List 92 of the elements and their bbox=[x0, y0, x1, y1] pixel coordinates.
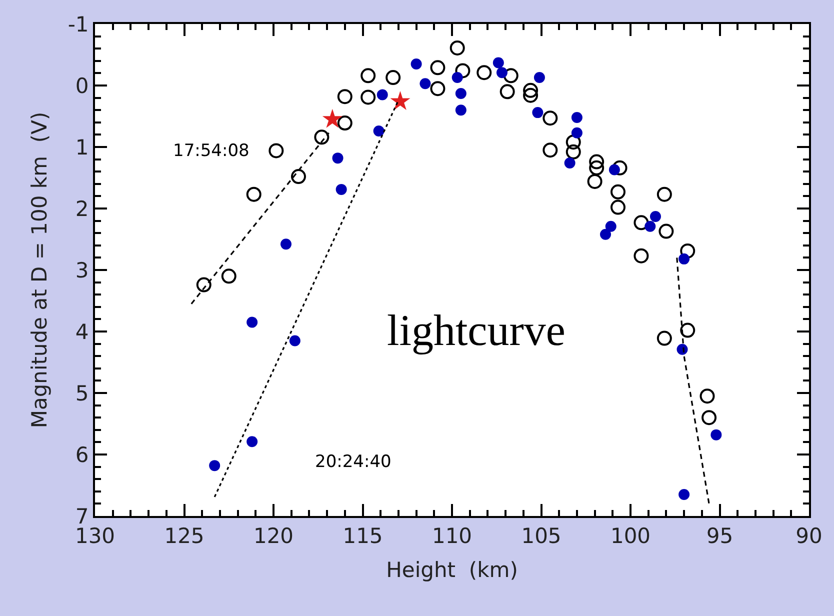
point bbox=[492, 57, 504, 68]
y-tick-label: 5 bbox=[75, 381, 89, 406]
point bbox=[196, 277, 212, 292]
point bbox=[678, 488, 690, 500]
point bbox=[503, 68, 518, 84]
annotation: lightcurve bbox=[387, 306, 566, 355]
x-tick-label: 90 bbox=[796, 524, 822, 548]
point bbox=[542, 110, 558, 126]
point bbox=[290, 169, 306, 184]
y-axis-title: Magnitude at D = 100 km (V) bbox=[27, 112, 52, 428]
point bbox=[221, 268, 236, 284]
point bbox=[455, 63, 470, 78]
point bbox=[644, 220, 656, 232]
x-tick-label: 95 bbox=[706, 524, 734, 548]
y-tick-label: 0 bbox=[75, 74, 89, 98]
point bbox=[605, 220, 616, 232]
point bbox=[610, 184, 626, 200]
point bbox=[710, 429, 722, 440]
point bbox=[680, 243, 696, 258]
point bbox=[587, 174, 602, 189]
point bbox=[360, 90, 376, 105]
point bbox=[650, 211, 661, 222]
point bbox=[634, 248, 649, 264]
point bbox=[676, 344, 688, 355]
point bbox=[534, 72, 545, 84]
point bbox=[430, 81, 446, 96]
point bbox=[360, 68, 376, 84]
point bbox=[450, 40, 465, 56]
point bbox=[268, 143, 284, 158]
point bbox=[246, 316, 258, 328]
point bbox=[314, 130, 330, 145]
point bbox=[337, 116, 352, 131]
x-tick-label: 125 bbox=[164, 524, 204, 548]
point bbox=[610, 200, 626, 215]
point bbox=[410, 58, 422, 70]
point bbox=[656, 186, 672, 202]
point bbox=[246, 436, 258, 448]
x-tick-label: 115 bbox=[342, 524, 383, 548]
annotation: 20:24:40 bbox=[315, 452, 392, 472]
point bbox=[496, 67, 508, 78]
y-tick-label: 3 bbox=[75, 258, 89, 282]
point bbox=[634, 215, 649, 230]
point bbox=[455, 88, 466, 99]
point bbox=[322, 108, 342, 128]
point bbox=[700, 388, 715, 404]
point bbox=[452, 72, 463, 84]
x-tick-label: 110 bbox=[432, 524, 472, 548]
point bbox=[336, 184, 347, 195]
point bbox=[376, 89, 388, 100]
point bbox=[542, 142, 558, 158]
point bbox=[246, 186, 262, 202]
point bbox=[612, 160, 628, 176]
annotation: 17:54:08 bbox=[173, 141, 250, 161]
point bbox=[209, 460, 220, 472]
point bbox=[571, 127, 582, 138]
y-tick-label: -1 bbox=[68, 12, 89, 36]
point bbox=[702, 410, 717, 426]
point bbox=[589, 160, 604, 176]
point bbox=[523, 88, 538, 103]
x-axis-title: Height (km) bbox=[386, 558, 518, 582]
point bbox=[564, 157, 576, 168]
y-tick-label: 2 bbox=[75, 196, 89, 221]
point bbox=[289, 335, 300, 346]
point bbox=[566, 134, 581, 150]
point bbox=[678, 253, 690, 264]
point bbox=[571, 112, 582, 123]
point bbox=[523, 82, 538, 98]
point bbox=[566, 144, 581, 160]
point bbox=[658, 224, 674, 239]
point bbox=[430, 60, 446, 76]
y-tick-label: 1 bbox=[75, 135, 89, 160]
point bbox=[476, 65, 492, 80]
point bbox=[420, 78, 431, 90]
point bbox=[390, 90, 410, 110]
point bbox=[656, 330, 672, 346]
point bbox=[589, 154, 604, 170]
x-tick-label: 105 bbox=[521, 524, 562, 548]
y-tick-label: 4 bbox=[75, 320, 89, 344]
point bbox=[280, 238, 292, 250]
point bbox=[337, 89, 352, 104]
point bbox=[500, 84, 515, 100]
point bbox=[680, 322, 696, 338]
point bbox=[532, 107, 544, 118]
y-tick-label: 6 bbox=[75, 442, 89, 467]
point bbox=[332, 152, 344, 164]
x-tick-label: 120 bbox=[253, 524, 294, 548]
point bbox=[600, 228, 612, 240]
point bbox=[386, 70, 401, 86]
x-tick-label: 100 bbox=[610, 524, 651, 548]
point bbox=[373, 126, 384, 137]
point bbox=[455, 104, 466, 116]
point bbox=[608, 164, 620, 176]
